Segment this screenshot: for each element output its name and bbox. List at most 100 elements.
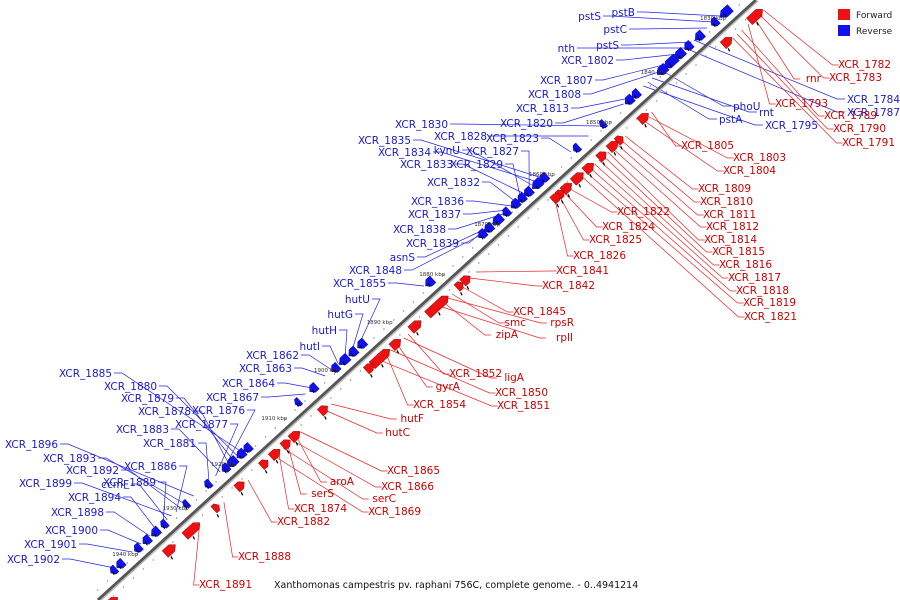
reverse-leader-39	[224, 409, 256, 469]
forward-gene-47	[559, 183, 572, 196]
reverse-leader-32	[294, 367, 326, 377]
forward-gene-51	[453, 281, 464, 292]
forward-leader-24	[554, 199, 574, 257]
tick-dot-27	[626, 127, 628, 129]
reverse-label-35: XCR_1885	[59, 368, 112, 380]
tick-dot-23	[646, 109, 648, 111]
forward-gene-63	[210, 503, 220, 514]
tick-dot-68	[402, 310, 405, 312]
kbp-tick-5: 1880 kbp	[419, 272, 445, 278]
reverse-gene-12	[532, 176, 545, 189]
reverse-leader-19	[482, 181, 517, 203]
forward-leader-6	[732, 37, 843, 144]
forward-leader-45	[278, 451, 295, 510]
reverse-leader-27	[357, 298, 381, 347]
reverse-leader-18	[505, 163, 521, 199]
tick-dot-46	[511, 211, 513, 213]
reverse-leader-22	[448, 213, 504, 230]
reverse-gene-13	[523, 185, 535, 197]
tick-dot-47	[527, 217, 529, 219]
forward-gene-49	[549, 193, 561, 205]
gene-mark-21	[359, 345, 363, 349]
tick-dot-58	[452, 265, 454, 267]
tick-dot-110	[195, 499, 198, 501]
forward-leader-43	[287, 443, 307, 495]
forward-gene-41	[636, 113, 649, 126]
reverse-leader-57	[660, 69, 731, 107]
forward-label-35: XCR_1850	[495, 387, 548, 399]
reverse-label-55: XCR_1784	[847, 94, 900, 106]
kbp-tick-1: 1840 kbp	[641, 70, 667, 76]
forward-label-7: XCR_1805	[681, 140, 734, 152]
reverse-label-53: XCR_1901	[24, 539, 77, 551]
forward-label-43: serS	[311, 488, 334, 500]
reverse-label-6: XCR_1807	[540, 75, 593, 87]
tick-dot-0	[738, 4, 740, 6]
reverse-leader-10	[450, 123, 600, 127]
reverse-leader-44	[98, 457, 186, 505]
forward-leader-27	[460, 285, 514, 313]
reverse-label-24: asnS	[390, 252, 416, 264]
forward-gene-60	[267, 449, 281, 462]
reverse-leader-45	[121, 469, 181, 509]
tick-dot-123	[152, 559, 154, 561]
forward-gene-62	[233, 481, 245, 493]
gene-mark-64	[192, 536, 196, 540]
forward-leader-15	[603, 155, 713, 253]
reverse-leader-5	[616, 53, 679, 61]
reverse-leader-17	[455, 163, 526, 195]
gene-mark-41	[644, 124, 647, 128]
tick-dot-107	[231, 487, 233, 489]
tick-dot-98	[254, 445, 257, 447]
forward-leader-7	[651, 111, 682, 147]
forward-leader-13	[611, 147, 707, 228]
kbp-tick-8: 1910 kbp	[261, 416, 287, 422]
forward-label-15: XCR_1815	[712, 246, 765, 258]
forward-label-48: XCR_1888	[238, 551, 291, 563]
forward-label-45: XCR_1874	[294, 503, 347, 515]
reverse-label-59: pstA	[719, 114, 743, 126]
tick-dot-96	[264, 436, 267, 438]
reverse-leader-58	[651, 77, 757, 113]
forward-label-33: ligA	[504, 372, 524, 384]
gene-mark-13	[526, 193, 530, 197]
forward-label-44: serC	[372, 493, 396, 505]
forward-label-8: XCR_1803	[733, 152, 786, 164]
reverse-leader-26	[388, 282, 425, 287]
gene-mark-20	[427, 283, 431, 287]
gene-mark-51	[460, 292, 463, 296]
forward-leader-40	[300, 431, 388, 472]
reverse-leader-30	[322, 345, 339, 365]
gene-mark-14	[520, 199, 523, 203]
forward-label-41: aroA	[330, 476, 355, 488]
tick-dot-6	[708, 31, 711, 33]
reverse-gene-33	[160, 518, 170, 529]
gene-mark-15	[513, 205, 517, 209]
gene-mark-48	[560, 200, 564, 204]
gene-mark-45	[589, 174, 593, 178]
forward-label-6: XCR_1791	[842, 137, 895, 149]
reverse-gene-14	[517, 191, 528, 203]
forward-label-46: XCR_1869	[368, 506, 421, 518]
tick-dot-122	[136, 553, 138, 555]
forward-leader-25	[476, 270, 557, 273]
gene-mark-24	[333, 369, 337, 373]
forward-leader-49	[193, 523, 201, 586]
reverse-label-16: XCR_1827	[466, 146, 519, 158]
forward-label-13: XCR_1812	[706, 221, 759, 233]
gene-mark-11	[542, 179, 545, 183]
forward-leader-30	[442, 301, 491, 336]
tick-dot-9	[715, 46, 717, 48]
reverse-leader-31	[301, 354, 332, 371]
reverse-leader-28	[351, 313, 364, 353]
reverse-gene-37	[116, 557, 127, 569]
reverse-leader-21	[463, 209, 508, 215]
legend-reverse-swatch	[838, 25, 850, 36]
tick-dot-105	[241, 478, 243, 480]
reverse-label-22: XCR_1838	[393, 224, 446, 236]
tick-dot-119	[172, 541, 174, 543]
forward-leader-39	[324, 409, 383, 434]
reverse-label-3: pstS	[596, 40, 619, 52]
reverse-gene-34	[151, 525, 163, 537]
reverse-leader-41	[215, 423, 239, 477]
